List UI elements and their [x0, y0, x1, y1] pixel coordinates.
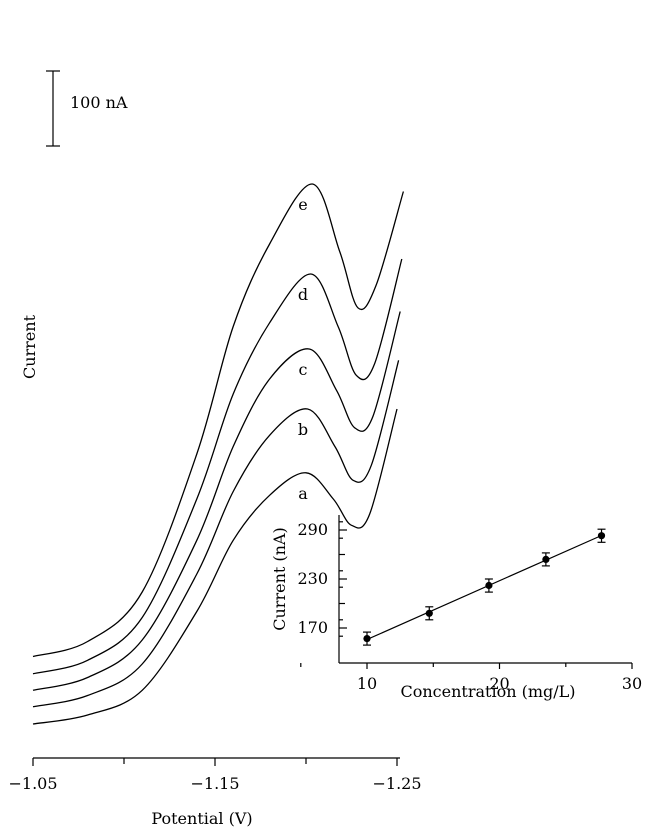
inset-x-axis-label: Concentration (mg/L)	[400, 682, 575, 701]
main-plot: a b c d e −1.05 −1.15 −1.25 Potential (V) Curr…	[8, 70, 422, 828]
inset-x-tick-labels: 10 20 30	[357, 674, 642, 693]
main-x-tick-labels: −1.05 −1.15 −1.25	[8, 774, 421, 793]
curve-labels: a b c d e	[298, 195, 308, 503]
curve-label-e: e	[298, 195, 307, 214]
inset-point	[541, 552, 550, 567]
curve-a	[32, 408, 398, 725]
main-curves	[32, 183, 405, 725]
inset-x-tick-label: 10	[357, 674, 377, 693]
inset-plot: 170 230 290 10 20 30 Concentration (mg/L) Cu…	[270, 515, 642, 701]
data-point	[485, 581, 493, 590]
main-x-tick-label: −1.25	[372, 774, 421, 793]
main-x-ticks	[32, 758, 398, 766]
inset-point	[484, 578, 493, 593]
inset-point	[597, 528, 606, 543]
scale-bar-label: 100 nA	[70, 93, 128, 112]
inset-point	[425, 606, 434, 621]
main-y-axis-label: Current	[20, 314, 39, 379]
data-point	[425, 609, 433, 617]
inset-y-tick-label: 170	[297, 618, 328, 637]
main-x-tick-label: −1.05	[8, 774, 57, 793]
inset-fit-line	[366, 534, 602, 641]
data-point	[597, 532, 606, 540]
inset-y-axis-label: Current (nA)	[270, 527, 289, 630]
inset-x-tick-label: 20	[489, 674, 509, 693]
scale-bar: 100 nA	[46, 70, 128, 147]
inset-y-tick-label: 230	[297, 569, 328, 588]
inset-x-ticks	[300, 663, 633, 669]
curve-label-c: c	[299, 360, 308, 379]
curve-d	[32, 258, 403, 675]
curve-label-b: b	[298, 420, 308, 439]
curve-e	[32, 183, 405, 658]
curve-label-a: a	[298, 484, 308, 503]
inset-x-tick-label: 30	[622, 674, 642, 693]
main-x-axis-label: Potential (V)	[151, 809, 252, 828]
inset-y-tick-labels: 170 230 290	[297, 520, 328, 637]
data-point	[542, 555, 550, 564]
inset-points	[363, 528, 606, 646]
curve-label-d: d	[298, 285, 308, 304]
main-x-tick-label: −1.15	[190, 774, 239, 793]
inset-y-ticks	[339, 521, 347, 637]
inset-y-tick-label: 290	[297, 520, 328, 539]
curve-c	[32, 311, 401, 691]
curve-b	[32, 360, 400, 708]
inset-point	[363, 631, 371, 646]
data-point	[363, 635, 371, 643]
